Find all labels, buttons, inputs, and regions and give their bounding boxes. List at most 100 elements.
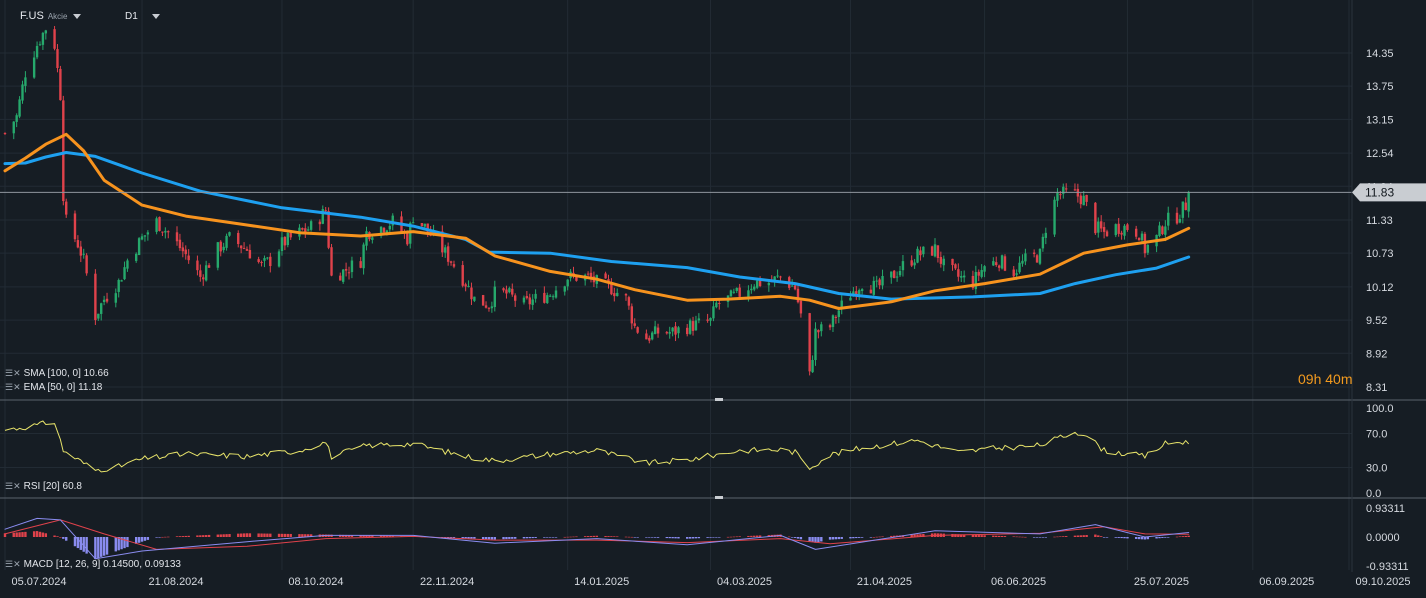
macd-histogram-bar [697, 537, 701, 539]
timeframe-selector[interactable]: D1 [125, 11, 160, 22]
macd-panel [3, 517, 1190, 560]
macd-histogram-bar [913, 534, 916, 537]
candle-up [134, 253, 138, 261]
macd-histogram-bar [971, 534, 975, 537]
macd-histogram-bar [732, 536, 736, 538]
candle-down [239, 245, 243, 249]
candle-up [548, 295, 552, 297]
candle-down [327, 211, 330, 248]
macd-histogram-bar [1038, 537, 1042, 538]
candle-up [341, 269, 345, 282]
macd-histogram-bar [222, 534, 225, 537]
candle-up [32, 57, 36, 78]
candle-down [607, 279, 610, 283]
candle-up [974, 272, 978, 290]
macd-histogram-bar [860, 537, 864, 538]
candle-up [423, 223, 427, 227]
macd-histogram-bar [385, 535, 389, 537]
macd-histogram-bar [569, 536, 572, 538]
rsi-indicator-label[interactable]: ☰✕ RSI [20] 60.8 [5, 481, 82, 492]
macd-histogram-bar [1035, 537, 1039, 538]
candle-up [473, 296, 476, 301]
macd-histogram-bar [686, 537, 689, 539]
macd-histogram-bar [624, 536, 628, 538]
sma-indicator-label[interactable]: ☰✕ SMA [100, 0] 10.66 [5, 368, 109, 379]
candle-up [82, 253, 85, 255]
macd-histogram-bar [1134, 537, 1138, 539]
macd-histogram-bar [143, 537, 147, 541]
macd-histogram-bar [85, 537, 88, 554]
settings-lines-icon[interactable]: ☰✕ [5, 368, 21, 378]
macd-histogram-bar [828, 537, 832, 540]
macd-histogram-bar [799, 537, 803, 540]
candle-up [1000, 255, 1004, 269]
candle-down [1102, 227, 1106, 232]
panel-resize-handle [715, 496, 723, 499]
candle-down [1003, 256, 1007, 271]
candle-down [175, 232, 179, 242]
macd-histogram-bar [464, 537, 467, 539]
macd-histogram-bar [350, 535, 354, 537]
candle-up [1015, 273, 1018, 275]
settings-lines-icon[interactable]: ☰✕ [5, 382, 21, 392]
macd-histogram-bar [505, 537, 508, 540]
macd-histogram-bar [834, 537, 838, 540]
candle-up [551, 296, 555, 298]
candle-up [1167, 212, 1170, 226]
macd-histogram-bar [490, 537, 494, 540]
macd-histogram-bar [878, 536, 881, 538]
candle-down [528, 297, 531, 305]
macd-line [4, 517, 1190, 560]
macd-histogram-bar [1167, 537, 1170, 538]
macd-histogram-bar [1120, 537, 1123, 539]
macd-histogram-bar [636, 537, 639, 538]
candle-up [942, 258, 945, 266]
macd-histogram-bar [371, 535, 374, 537]
macd-histogram-bar [53, 535, 56, 537]
symbol-selector[interactable]: F.US Akcie [20, 10, 82, 22]
candle-down [1059, 194, 1062, 196]
candle-down [645, 333, 648, 340]
candle-up [114, 293, 117, 303]
chevron-down-icon [151, 13, 160, 19]
candle-down [76, 240, 80, 248]
ema-indicator-label[interactable]: ☰✕ EMA [50, 0] 11.18 [5, 382, 102, 393]
macd-indicator-label[interactable]: ☰✕ MACD [12, 26, 9] 0.14500, 0.09133 [5, 559, 181, 570]
candle-up [840, 300, 843, 310]
candle-down [1134, 228, 1138, 237]
macd-histogram-bar [1137, 537, 1141, 540]
candle-up [388, 225, 392, 230]
grid-lines [0, 0, 1352, 570]
macd-histogram-bar [575, 536, 578, 538]
settings-lines-icon[interactable]: ☰✕ [5, 481, 21, 491]
candle-up [776, 275, 779, 277]
macd-histogram-bar [257, 533, 260, 537]
x-axis-tick-label: 05.07.2024 [11, 576, 66, 588]
macd-histogram-bar [1085, 535, 1088, 537]
candle-up [321, 209, 324, 224]
candle-down [1099, 221, 1103, 229]
macd-histogram-bar [1012, 536, 1015, 538]
macd-histogram-bar [307, 534, 310, 537]
price-tick-label: 14.35 [1366, 48, 1394, 60]
settings-lines-icon[interactable]: ☰✕ [5, 559, 21, 569]
macd-histogram-bar [790, 537, 794, 538]
macd-histogram-bar [747, 535, 750, 537]
candle-down [1085, 194, 1088, 202]
candle-down [665, 332, 668, 334]
macd-histogram-bar [980, 535, 983, 537]
candle-up [992, 261, 995, 266]
macd-histogram-bar [470, 537, 473, 539]
rsi-label-text: RSI [20] 60.8 [23, 481, 82, 492]
candle-up [790, 285, 794, 287]
candle-down [604, 273, 607, 279]
candle-down [1035, 255, 1039, 263]
candle-up [137, 238, 141, 256]
macd-histogram-bar [788, 536, 791, 538]
macd-histogram-bar [726, 536, 730, 538]
candle-down [997, 265, 1001, 268]
candle-down [1105, 231, 1109, 237]
macd-histogram-bar [586, 536, 590, 537]
macd-tick-label: 0.0000 [1366, 532, 1400, 544]
